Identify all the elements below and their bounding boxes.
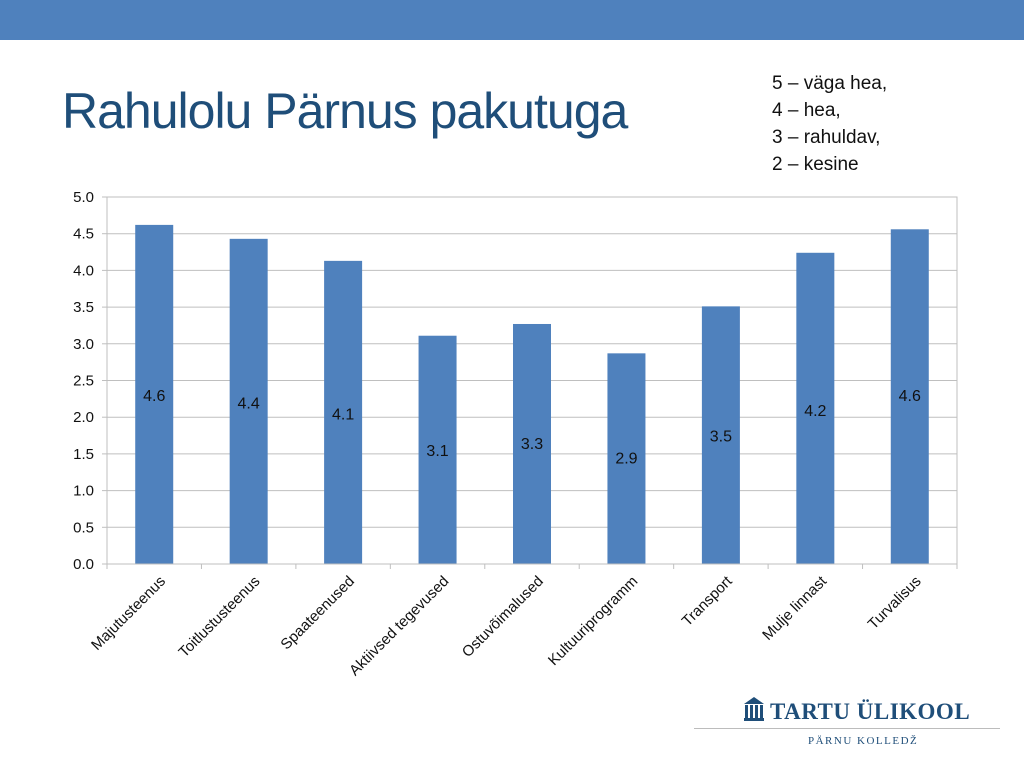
bar [229,238,268,564]
category-label: Kultuuriprogramm [545,573,641,669]
columns-emblem-icon [744,697,764,726]
university-logo: TARTU ÜLIKOOL PÄRNU KOLLEDŽ [694,692,1000,754]
rating-scale-line: 2 – kesine [772,154,859,175]
logo-wordmark: TARTU ÜLIKOOL [744,697,970,726]
bar [701,306,740,564]
category-label: Spaateenused [277,573,357,653]
bar [418,335,457,564]
y-tick-label: 4.0 [73,262,94,279]
category-label: Ostuvõimalused [459,573,547,661]
y-tick-label: 2.0 [73,409,94,426]
bar [324,260,363,564]
rating-scale-line: 5 – väga hea, [772,73,888,94]
logo-name: TARTU ÜLIKOOL [770,698,971,724]
y-tick-label: 5.0 [73,189,94,206]
logo-divider [694,728,1000,729]
bar [796,252,835,564]
slide-title: Rahulolu Pärnus pakutuga [62,83,628,139]
bar [607,353,646,564]
category-label: Mulje linnast [759,572,831,644]
data-label: 2.9 [615,451,637,468]
data-label: 4.2 [804,403,826,420]
y-tick-label: 1.5 [73,446,94,463]
data-label: 4.1 [332,407,354,424]
y-tick-label: 3.5 [73,299,94,316]
rating-scale-note: 5 – väga hea, 4 – hea, 3 – rahuldav, 2 –… [772,70,887,178]
category-label: Transport [679,572,737,630]
data-label: 3.3 [521,436,543,453]
rating-scale-line: 4 – hea, [772,100,841,121]
category-label: Turvalisus [865,573,925,633]
data-label: 3.5 [710,429,732,446]
data-label: 4.6 [899,388,921,405]
category-label: Aktiivsed tegevused [346,573,452,679]
category-label: Toitlustusteenus [175,573,263,661]
rating-scale-line: 3 – rahuldav, [772,127,881,148]
y-tick-label: 2.5 [73,373,94,390]
category-label: Majutusteenus [88,573,169,654]
bar [135,224,174,564]
bar [890,229,929,564]
top-band [0,0,1024,40]
data-label: 4.6 [143,388,165,405]
y-tick-label: 0.0 [73,556,94,573]
y-tick-label: 1.0 [73,483,94,500]
bar [513,323,551,564]
data-label: 4.4 [238,396,260,413]
y-tick-label: 0.5 [73,519,94,536]
data-label: 3.1 [426,443,448,460]
y-tick-label: 3.0 [73,336,94,353]
logo-subtitle: PÄRNU KOLLEDŽ [808,735,919,747]
y-tick-label: 4.5 [73,226,94,243]
